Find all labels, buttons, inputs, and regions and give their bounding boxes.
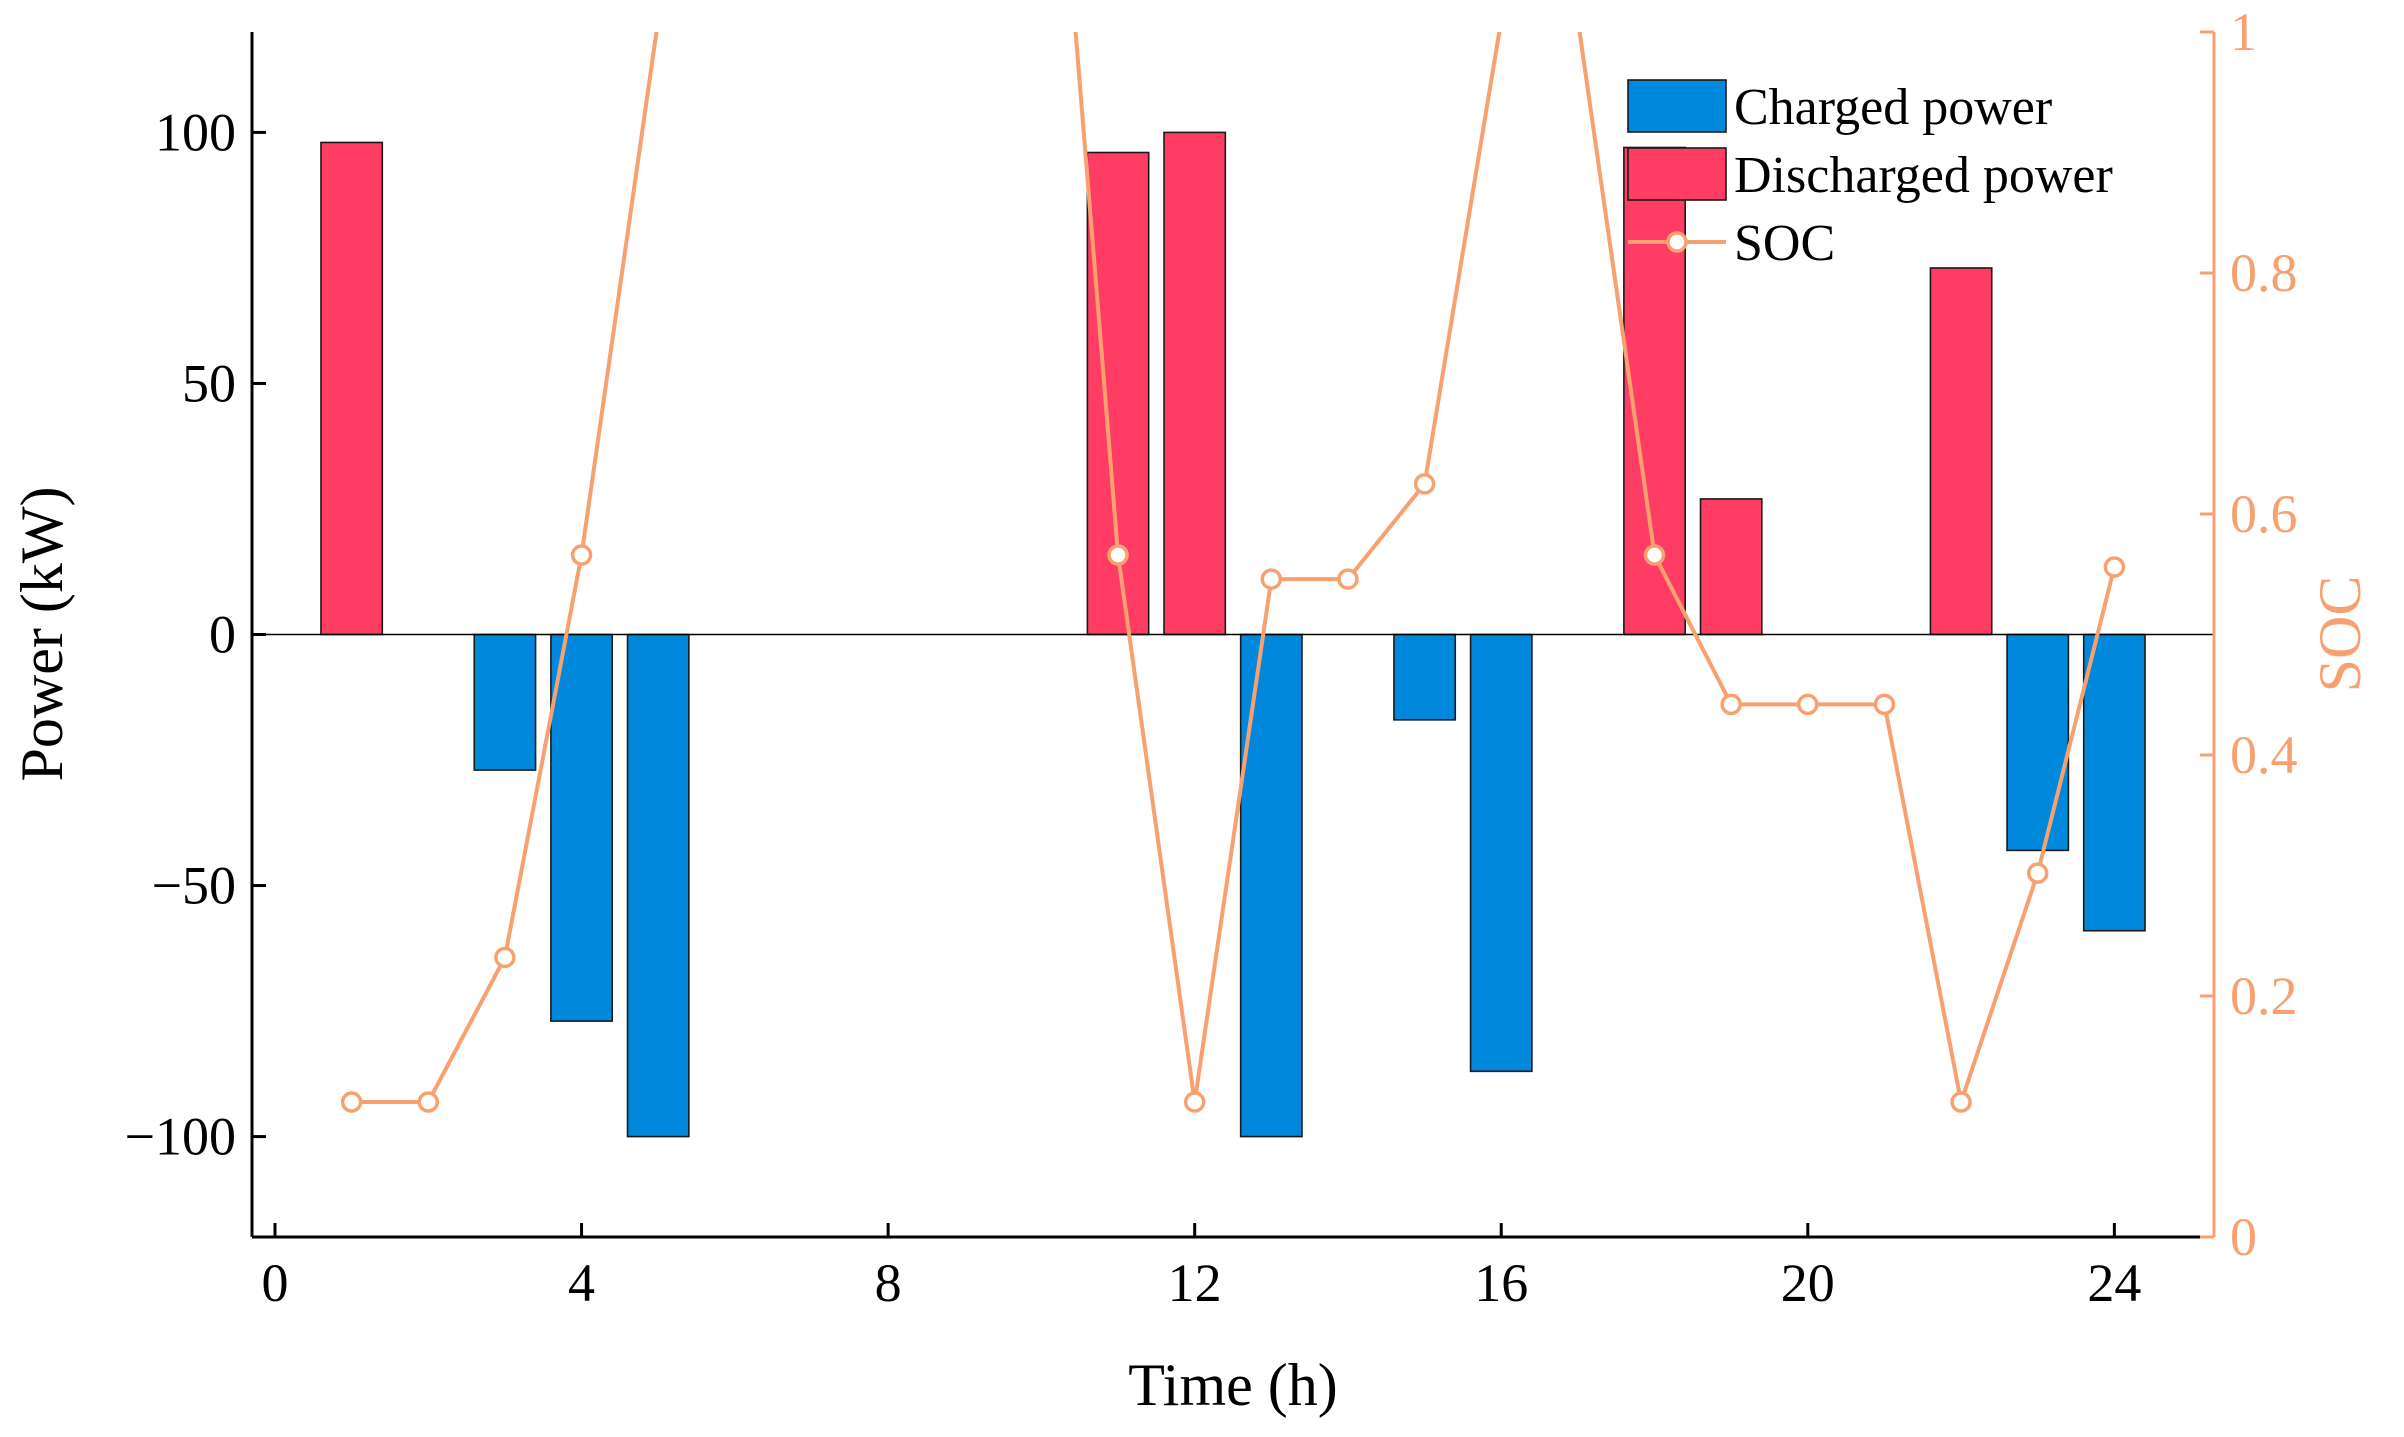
soc-marker-23 (2026, 862, 2049, 884)
y-axis-label: Power (kW) (9, 487, 75, 782)
legend: Charged power Discharged power SOC (1627, 79, 2113, 272)
discharged-bar-1 (320, 141, 384, 636)
discharged-bar-22 (1929, 267, 1993, 636)
charged-bar-23 (2006, 633, 2070, 852)
soc-marker-14 (1337, 568, 1359, 590)
x-tick-label: 0 (261, 1253, 288, 1313)
legend-label: SOC (1734, 215, 1835, 272)
soc-marker-2 (417, 1091, 440, 1113)
soc-marker-15 (1413, 473, 1436, 495)
discharged-legend-swatch (1627, 147, 1727, 201)
y-tick-label: 100 (155, 102, 236, 162)
axes (250, 30, 2216, 1239)
y2-tick-label: 0.4 (2230, 725, 2298, 785)
soc-marker-11 (1107, 544, 1129, 566)
x-tick-label: 16 (1474, 1253, 1528, 1313)
soc-marker-22 (1950, 1091, 1972, 1113)
charged-bar-13 (1239, 633, 1303, 1138)
charged-bar-4 (550, 633, 614, 1022)
legend-label: Charged power (1734, 79, 2052, 136)
x-tick-label: 12 (1168, 1253, 1222, 1313)
soc-marker-4 (570, 544, 593, 566)
charged-bar-3 (473, 633, 537, 771)
discharged-bar-19 (1699, 498, 1763, 636)
y2-axis-label: SOC (2307, 576, 2373, 693)
tick-labels: 0 4 8 12 16 20 24 −100 −50 0 50 100 0 0.2 0.4 0.6 0.8 1 (125, 2, 2298, 1313)
y2-tick-label: 1 (2230, 2, 2257, 62)
soc-marker-13 (1260, 568, 1283, 590)
y2-tick-label: 0 (2230, 1207, 2257, 1267)
x-tick-label: 8 (875, 1253, 902, 1313)
soc-line (351, 32, 2117, 1110)
soc-legend-marker (1666, 231, 1688, 253)
y-tick-label: −100 (125, 1107, 236, 1167)
soc-marker-19 (1720, 693, 1742, 716)
soc-marker-1 (340, 1091, 363, 1113)
charged-bar-24 (2082, 633, 2146, 932)
soc-marker-21 (1873, 693, 1896, 716)
x-tick-label: 20 (1781, 1253, 1835, 1313)
soc-marker-12 (1183, 1091, 1206, 1113)
y2-tick-label: 0.8 (2230, 243, 2298, 303)
y-tick-label: −50 (152, 856, 236, 916)
y-tick-label: 50 (182, 353, 236, 413)
soc-marker-24 (2103, 556, 2126, 578)
soc-marker-18 (1643, 544, 1666, 566)
soc-marker-3 (494, 946, 516, 969)
charged-bar-16 (1469, 633, 1533, 1073)
charged-bar-5 (626, 633, 690, 1138)
charged-bar-15 (1393, 633, 1457, 721)
y2-tick-label: 0.6 (2230, 484, 2298, 544)
x-tick-label: 24 (2087, 1253, 2141, 1313)
discharged-bar-12 (1163, 131, 1227, 636)
y2-tick-label: 0.2 (2230, 966, 2298, 1026)
soc-marker-20 (1797, 693, 1819, 716)
charged-legend-swatch (1627, 79, 1727, 133)
legend-label: Discharged power (1734, 147, 2113, 204)
x-axis-label: Time (h) (1128, 1352, 1337, 1418)
y-tick-label: 0 (209, 605, 236, 665)
x-tick-label: 4 (568, 1253, 595, 1313)
soc-series (340, 32, 2126, 1113)
